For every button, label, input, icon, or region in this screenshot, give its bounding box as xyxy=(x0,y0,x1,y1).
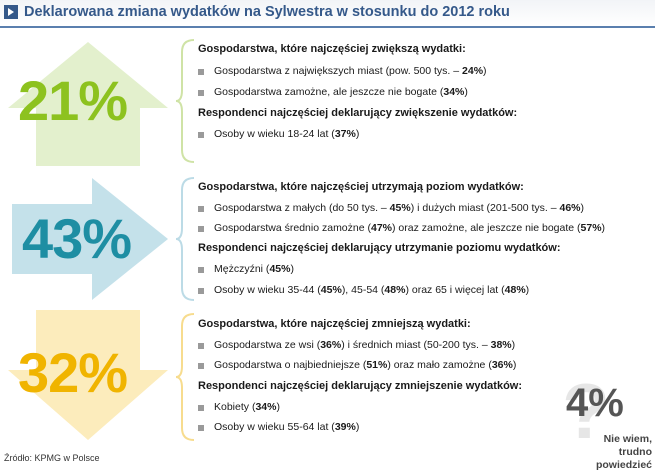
group-increase-respondents-heading: Respondenci najczęściej deklarujący zwię… xyxy=(198,107,518,119)
unknown-percent: 4% xyxy=(566,381,624,425)
text-segment: ) xyxy=(601,222,606,234)
text-segment: ) i średnich miast (50-200 tys. – xyxy=(341,339,491,351)
text-segment: ) xyxy=(464,86,468,98)
source-note: Źródło: KPMG w Polsce xyxy=(4,453,100,463)
text-segment: ) xyxy=(580,202,585,214)
group-keep-respondents-heading: Respondenci najczęściej deklarujący utrz… xyxy=(198,242,561,254)
percent-value: 36% xyxy=(491,359,513,371)
text-segment: Gospodarstwa o najbiedniejsze ( xyxy=(214,359,367,371)
percent-value: 34% xyxy=(443,86,465,98)
percent-value: 36% xyxy=(320,339,342,351)
percent-value: 51% xyxy=(366,359,388,371)
chevron-right-icon xyxy=(4,5,18,19)
percent-value: 38% xyxy=(490,339,512,351)
unknown-label-line1: Nie wiem, xyxy=(603,433,652,445)
bracket-increase xyxy=(176,39,195,163)
text-segment: ) oraz mało zamożne ( xyxy=(387,359,492,371)
text-segment: Kobiety ( xyxy=(214,401,256,413)
percent-value: 37% xyxy=(334,128,356,140)
group-decrease-percent: 32% xyxy=(18,341,128,404)
text-segment: ) xyxy=(511,339,516,351)
text-segment: ) xyxy=(355,128,360,140)
percent-value: 34% xyxy=(255,401,277,413)
percent-value: 48% xyxy=(504,284,526,296)
list-item: Osoby w wieku 35-44 (45%), 45-54 (48%) o… xyxy=(198,284,529,296)
group-keep-percent: 43% xyxy=(22,207,132,270)
text-segment: ) xyxy=(483,65,487,77)
list-item: Osoby w wieku 18-24 lat (37%) xyxy=(198,128,359,140)
question-mark-icon: ? xyxy=(562,372,610,444)
text-segment: ), 45-54 ( xyxy=(341,284,385,296)
list-item: Gospodarstwa z największych miast (pow. … xyxy=(198,65,487,77)
text-segment: ) xyxy=(512,359,517,371)
percent-value: 46% xyxy=(559,202,581,214)
text-segment: ) oraz zamożne, ale jeszcze nie bogate ( xyxy=(392,222,581,234)
svg-text:?: ? xyxy=(562,372,610,444)
arrow-up-icon xyxy=(8,42,168,166)
list-item: Kobiety (34%) xyxy=(198,401,280,413)
text-segment: ) xyxy=(525,284,530,296)
list-item: Gospodarstwa ze wsi (36%) i średnich mia… xyxy=(198,339,515,351)
text-segment: ) xyxy=(276,401,280,413)
title-bar: Deklarowana zmiana wydatków na Sylwestra… xyxy=(0,0,655,28)
bracket-keep xyxy=(176,177,195,301)
percent-value: 57% xyxy=(580,222,602,234)
unknown-label: Nie wiem, trudno powiedzieć xyxy=(562,433,652,472)
list-item: Gospodarstwa zamożne, ale jeszcze nie bo… xyxy=(198,86,468,98)
text-segment: Gospodarstwa zamożne, ale jeszcze nie bo… xyxy=(214,86,444,98)
percent-value: 45% xyxy=(269,263,291,275)
list-item: Gospodarstwa o najbiedniejsze (51%) oraz… xyxy=(198,359,516,371)
arrow-right-icon xyxy=(12,178,168,300)
text-segment: ) oraz 65 i więcej lat ( xyxy=(405,284,505,296)
list-item: Osoby w wieku 55-64 lat (39%) xyxy=(198,421,359,433)
text-segment: Gospodarstwa z największych miast (pow. … xyxy=(214,65,463,77)
text-segment: Mężczyźni ( xyxy=(214,263,270,275)
group-keep-households-heading: Gospodarstwa, które najczęściej utrzymaj… xyxy=(198,181,524,193)
percent-value: 45% xyxy=(320,284,342,296)
group-decrease-respondents-heading: Respondenci najczęściej deklarujący zmni… xyxy=(198,380,523,392)
percent-value: 45% xyxy=(389,202,411,214)
percent-value: 24% xyxy=(462,65,484,77)
bracket-decrease xyxy=(176,313,195,441)
text-segment: ) xyxy=(290,263,294,275)
percent-value: 39% xyxy=(334,421,356,433)
group-increase-households-heading: Gospodarstwa, które najczęściej zwiększą… xyxy=(198,43,466,55)
text-segment: Gospodarstwa średnio zamożne ( xyxy=(214,222,371,234)
text-segment: Gospodarstwa z małych (do 50 tys. – xyxy=(214,202,390,214)
list-item: Gospodarstwa z małych (do 50 tys. – 45%)… xyxy=(198,202,584,214)
list-item: Gospodarstwa średnio zamożne (47%) oraz … xyxy=(198,222,605,234)
arrow-down-icon xyxy=(8,310,168,440)
group-decrease-households-heading: Gospodarstwa, które najczęściej zmniejsz… xyxy=(198,318,471,330)
text-segment: ) i dużych miast (201-500 tys. – xyxy=(410,202,560,214)
list-item: Mężczyźni (45%) xyxy=(198,263,294,275)
unknown-label-line2: trudno powiedzieć xyxy=(595,446,652,471)
text-segment: Osoby w wieku 35-44 ( xyxy=(214,284,321,296)
percent-value: 47% xyxy=(371,222,393,234)
group-increase-percent: 21% xyxy=(18,69,128,132)
text-segment: Gospodarstwa ze wsi ( xyxy=(214,339,321,351)
percent-value: 48% xyxy=(384,284,406,296)
text-segment: ) xyxy=(355,421,360,433)
text-segment: Osoby w wieku 55-64 lat ( xyxy=(214,421,335,433)
text-segment: Osoby w wieku 18-24 lat ( xyxy=(214,128,335,140)
page-title: Deklarowana zmiana wydatków na Sylwestra… xyxy=(24,4,510,20)
